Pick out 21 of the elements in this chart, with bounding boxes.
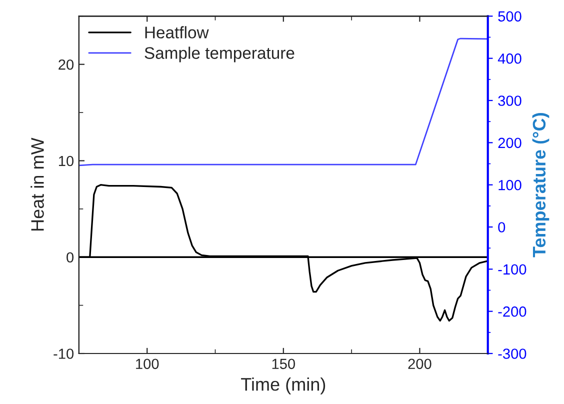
x-tick-label: 150 (272, 358, 296, 370)
y2-tick-label: -300 (498, 348, 526, 359)
y-tick-label: 0 (66, 252, 74, 263)
y2-tick-label: 0 (498, 222, 506, 232)
y-tick-label: -10 (54, 348, 74, 359)
y-tick-label: 20 (58, 59, 74, 70)
x-tick-label: 100 (136, 358, 159, 370)
y2-tick-label: 300 (498, 96, 522, 106)
legend-label: Heatflow (145, 26, 209, 38)
y2-tick-label: -100 (498, 264, 526, 275)
y2-tick-label: 100 (498, 180, 522, 190)
y-tick-label: 10 (58, 156, 74, 166)
y2-tick-label: 200 (498, 138, 522, 148)
y2-tick-label: 400 (498, 53, 522, 64)
y2-axis-title: Temperature (°C) (532, 113, 550, 258)
y2-tick-label: -200 (498, 306, 526, 317)
y-axis-title: Heat in mW (30, 138, 44, 230)
x-tick-label: 200 (408, 358, 432, 370)
x-axis-title: Time (min) (241, 378, 326, 394)
legend-label: Sample temperature (144, 46, 294, 62)
y2-tick-label: 500 (498, 11, 522, 22)
